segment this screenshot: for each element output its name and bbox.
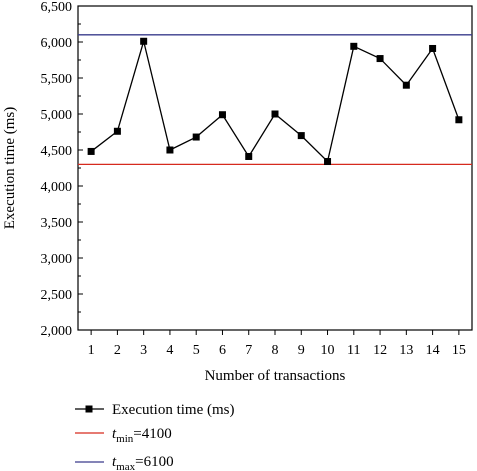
legend-tmin-subscript: min bbox=[116, 433, 134, 445]
data-point bbox=[113, 127, 121, 135]
data-point bbox=[245, 152, 253, 160]
x-tick-label: 1 bbox=[88, 343, 95, 358]
legend: Execution time (ms) tmin=4100 tmax=6100 bbox=[75, 402, 234, 471]
series-execution-time bbox=[87, 37, 463, 166]
data-point bbox=[297, 132, 305, 140]
y-tick-label: 2,500 bbox=[41, 288, 73, 303]
x-tick-label: 3 bbox=[140, 343, 147, 358]
y-tick-label: 6,500 bbox=[41, 0, 73, 15]
x-axis: 1 2 3 4 5 6 7 8 9 10 11 12 13 14 15 bbox=[88, 330, 466, 358]
legend-item-tmax: tmax=6100 bbox=[75, 454, 174, 471]
data-point bbox=[166, 146, 174, 154]
x-tick-label: 5 bbox=[193, 343, 200, 358]
x-tick-label: 7 bbox=[245, 343, 252, 358]
x-tick-label: 13 bbox=[399, 343, 413, 358]
x-tick-label: 10 bbox=[321, 343, 335, 358]
reference-lines bbox=[78, 34, 472, 166]
x-tick-label: 11 bbox=[347, 343, 360, 358]
y-tick-label: 3,500 bbox=[41, 216, 73, 231]
x-tick-label: 4 bbox=[166, 343, 173, 358]
data-point bbox=[402, 81, 410, 89]
legend-tmax-subscript: max bbox=[116, 461, 135, 471]
x-tick-label: 9 bbox=[298, 343, 305, 358]
x-tick-label: 12 bbox=[373, 343, 387, 358]
data-point bbox=[455, 116, 463, 124]
legend-tmin-value: =4100 bbox=[133, 426, 171, 442]
x-tick-label: 15 bbox=[452, 343, 466, 358]
legend-item-execution-time: Execution time (ms) bbox=[75, 402, 234, 418]
legend-label-tmin: tmin=4100 bbox=[112, 426, 172, 445]
legend-label-execution-time: Execution time (ms) bbox=[112, 402, 234, 418]
series-line bbox=[90, 38, 460, 163]
legend-tmax-symbol: t bbox=[112, 454, 117, 470]
y-tick-label: 3,000 bbox=[41, 252, 73, 267]
y-tick-label: 5,500 bbox=[41, 72, 73, 87]
y-axis: 2,000 2,500 3,000 3,500 4,000 4,500 5,000 5,500… bbox=[41, 0, 83, 339]
data-point bbox=[218, 111, 226, 119]
legend-tmax-value: =6100 bbox=[135, 454, 173, 470]
legend-marker-execution-time bbox=[85, 405, 93, 413]
data-point bbox=[140, 37, 148, 45]
x-axis-title: Number of transactions bbox=[205, 368, 346, 384]
legend-tmin-symbol: t bbox=[112, 426, 117, 442]
x-tick-label: 8 bbox=[272, 343, 279, 358]
x-tick-label: 6 bbox=[219, 343, 226, 358]
y-tick-label: 4,000 bbox=[41, 180, 73, 195]
x-tick-label: 2 bbox=[114, 343, 121, 358]
x-tick-label: 14 bbox=[426, 343, 440, 358]
data-point bbox=[350, 42, 358, 50]
plot-frame bbox=[77, 5, 473, 331]
y-tick-label: 5,000 bbox=[41, 108, 73, 123]
plot-area: 2,000 2,500 3,000 3,500 4,000 4,500 5,000 5,500… bbox=[41, 0, 473, 358]
y-tick-label: 6,000 bbox=[41, 36, 73, 51]
data-point bbox=[87, 147, 95, 155]
y-tick-label: 2,000 bbox=[41, 324, 73, 339]
data-point bbox=[192, 133, 200, 141]
data-point bbox=[271, 110, 279, 118]
legend-item-tmin: tmin=4100 bbox=[75, 426, 172, 445]
data-point bbox=[429, 44, 437, 52]
legend-label-tmax: tmax=6100 bbox=[112, 454, 174, 471]
y-tick-label: 4,500 bbox=[41, 144, 73, 159]
data-point bbox=[376, 55, 384, 63]
data-point bbox=[324, 158, 332, 166]
y-axis-title: Execution time (ms) bbox=[2, 107, 18, 229]
